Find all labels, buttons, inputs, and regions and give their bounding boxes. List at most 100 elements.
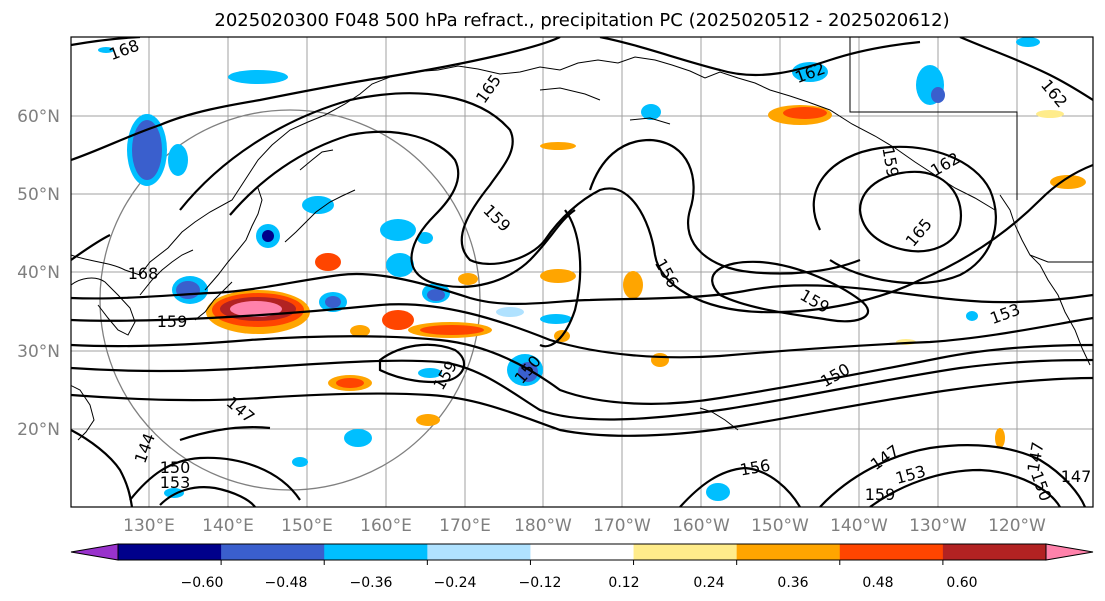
precip-negative-patch (168, 144, 188, 176)
lon-label-150w: 150°W (751, 516, 809, 536)
precip-negative-patch (1016, 37, 1040, 47)
lon-label-170e: 170°E (439, 516, 491, 536)
lon-label-160w: 160°W (672, 516, 730, 536)
precip-negative-patch (641, 104, 661, 120)
colorbar-outline (117, 543, 1047, 561)
colorbar-tick-label: −0.12 (519, 575, 562, 591)
colorbar-segment (118, 544, 222, 560)
colorbar-tick-label: −0.36 (350, 575, 393, 591)
colorbar-segment (942, 544, 1047, 560)
lat-label-20n: 20°N (17, 420, 60, 440)
precip-negative-patch (966, 311, 978, 321)
precip-negative-patch (427, 289, 445, 301)
colorbar-tick-label: 0.24 (693, 575, 724, 591)
precip-negative-patch (706, 483, 730, 501)
contour-label: 168 (128, 264, 159, 283)
precip-positive-patch (230, 301, 282, 317)
lat-label-40n: 40°N (17, 263, 60, 283)
longitude-labels: 130°E 140°E 150°E 160°E 170°E 180°W 170°… (123, 516, 1046, 536)
lon-label-180w: 180°W (514, 516, 572, 536)
colorbar-tick-labels: −0.60 −0.48 −0.36 −0.24 −0.12 0.12 0.24 … (181, 575, 978, 591)
precip-negative-patch (380, 219, 416, 241)
precip-positive-patch (623, 271, 643, 299)
precip-negative-patch (496, 307, 524, 317)
colorbar-segment (221, 544, 325, 560)
lon-label-130w: 130°W (909, 516, 967, 536)
colorbar-extend-max (1046, 544, 1093, 560)
colorbar-tick-label: −0.48 (265, 575, 308, 591)
precip-negative-patch (132, 120, 162, 180)
colorbar: −0.60 −0.48 −0.36 −0.24 −0.12 0.12 0.24 … (70, 543, 1094, 591)
precip-positive-patch (350, 325, 370, 337)
precip-patches (98, 37, 1086, 501)
colorbar-tick-label: 0.36 (777, 575, 808, 591)
colorbar-tick-label: 0.48 (862, 575, 893, 591)
precip-negative-patch (292, 457, 308, 467)
precip-positive-patch (1050, 175, 1086, 189)
colorbar-segment (324, 544, 428, 560)
precip-negative-patch (325, 296, 341, 308)
lon-label-140w: 140°W (830, 516, 888, 536)
lat-label-60n: 60°N (17, 107, 60, 127)
precip-negative-patch (344, 429, 372, 447)
colorbar-tick-label: −0.60 (181, 575, 224, 591)
colorbar-tick-label: 0.12 (608, 575, 639, 591)
colorbar-tick-label: 0.60 (946, 575, 977, 591)
precip-positive-patch (540, 269, 576, 283)
precip-positive-patch (1036, 110, 1064, 118)
precip-negative-patch (386, 253, 414, 277)
lon-label-160e: 160°E (360, 516, 412, 536)
precip-positive-patch (995, 428, 1005, 448)
precip-positive-patch (416, 414, 440, 426)
precip-negative-patch (228, 70, 288, 84)
colorbar-segment (633, 544, 738, 560)
lon-label-120w: 120°W (988, 516, 1046, 536)
colorbar-extend-min (71, 544, 118, 560)
lon-label-150e: 150°E (281, 516, 333, 536)
colorbar-segments (71, 544, 1093, 560)
lat-label-30n: 30°N (17, 342, 60, 362)
precip-negative-patch (792, 62, 828, 82)
map-panel: 168 165 162 162 159 159 162 165 168 159 … (70, 36, 1094, 508)
lon-label-130e: 130°E (123, 516, 175, 536)
precip-positive-patch (315, 253, 341, 271)
precip-negative-patch (418, 368, 442, 378)
precip-positive-patch (336, 378, 364, 388)
contour-label: 159 (157, 312, 188, 331)
map-title: 2025020300 F048 500 hPa refract., precip… (214, 10, 949, 31)
precip-negative-patch (98, 47, 114, 53)
precip-negative-patch (540, 314, 572, 324)
contour-label: 159 (865, 485, 896, 504)
latitude-labels: 60°N 50°N 40°N 30°N 20°N (17, 107, 60, 440)
precip-negative-patch (164, 488, 184, 498)
colorbar-segment (427, 544, 531, 560)
colorbar-ticks (220, 560, 944, 565)
colorbar-segment (736, 544, 841, 560)
precip-positive-patch (382, 310, 414, 330)
precip-negative-patch (176, 281, 200, 299)
colorbar-tick-label: −0.24 (434, 575, 477, 591)
refractivity-contours (71, 37, 1093, 507)
lon-label-140e: 140°E (202, 516, 254, 536)
contour-label: 150 (160, 458, 191, 477)
precip-negative-patch (262, 230, 274, 242)
map-frame (70, 36, 1094, 508)
precip-positive-patch (651, 353, 669, 367)
lat-label-50n: 50°N (17, 185, 60, 205)
lon-label-170w: 170°W (593, 516, 651, 536)
contour-label: 147 (1061, 467, 1092, 486)
map-content: 168 165 162 162 159 159 162 165 168 159 … (71, 37, 1093, 507)
precip-negative-patch (931, 87, 945, 103)
colorbar-segment (530, 544, 635, 560)
contour-label: 153 (160, 473, 191, 492)
coastlines (71, 37, 1093, 441)
precip-negative-patch (302, 196, 334, 214)
precip-positive-patch (458, 273, 478, 285)
precip-positive-patch (540, 142, 576, 150)
precip-positive-patch (783, 107, 827, 119)
precip-positive-patch (420, 325, 484, 335)
precip-negative-patch (417, 232, 433, 244)
colorbar-segment (839, 544, 944, 560)
